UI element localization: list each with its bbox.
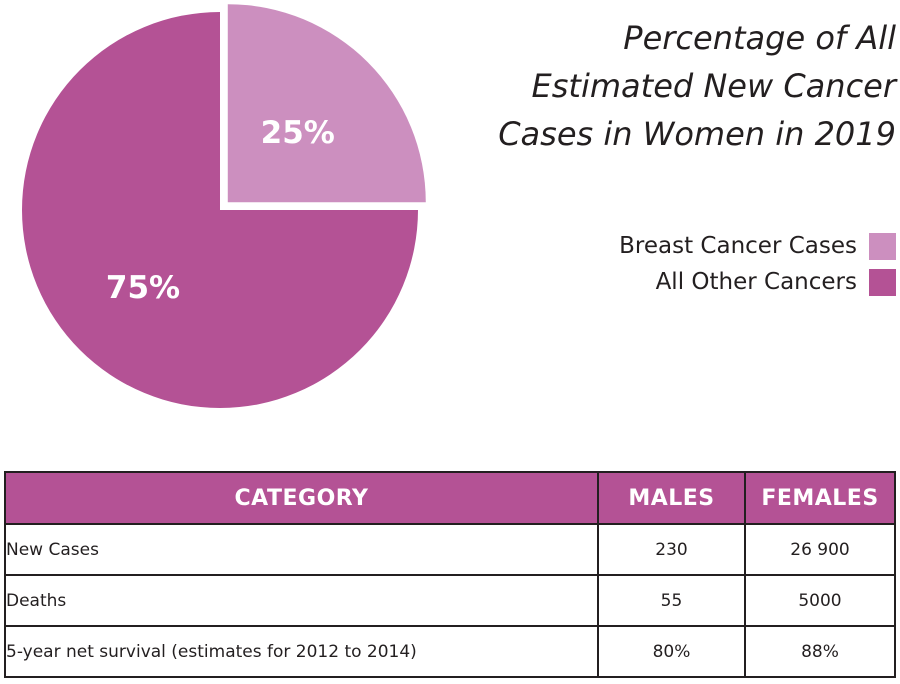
legend-item-breast-cancer: Breast Cancer Cases: [619, 228, 896, 264]
chart-legend: Breast Cancer Cases All Other Cancers: [619, 228, 896, 300]
chart-title: Percentage of All Estimated New Cancer C…: [476, 14, 896, 158]
table-cell-females: 5000: [744, 574, 896, 627]
chart-title-line-3: Cases in Women in 2019: [498, 115, 896, 153]
table-row: Deaths 55 5000: [4, 574, 896, 627]
table-row: New Cases 230 26 900: [4, 523, 896, 576]
legend-label-other-cancers: All Other Cancers: [655, 269, 857, 295]
cancer-statistics-table: CATEGORY MALES FEMALES New Cases 230 26 …: [4, 471, 896, 678]
table-cell-males: 230: [597, 523, 746, 576]
pie-label-other-cancers: 75%: [106, 270, 180, 306]
header-category: CATEGORY: [4, 471, 599, 525]
table-cell-category: Deaths: [4, 574, 599, 627]
pie-slice-breast-cancer: [227, 4, 426, 203]
legend-swatch-breast-cancer: [869, 232, 896, 260]
table-cell-females: 88%: [744, 625, 896, 678]
pie-slice-other-cancers: [22, 12, 418, 408]
chart-title-line-1: Percentage of All: [623, 19, 896, 57]
table-row: 5-year net survival (estimates for 2012 …: [4, 625, 896, 678]
table-cell-category: 5-year net survival (estimates for 2012 …: [4, 625, 599, 678]
header-males: MALES: [597, 471, 746, 525]
table-cell-category: New Cases: [4, 523, 599, 576]
table-cell-females: 26 900: [744, 523, 896, 576]
header-females: FEMALES: [744, 471, 896, 525]
table-header-row: CATEGORY MALES FEMALES: [4, 471, 896, 525]
legend-item-other-cancers: All Other Cancers: [619, 264, 896, 300]
table-cell-males: 55: [597, 574, 746, 627]
legend-label-breast-cancer: Breast Cancer Cases: [619, 233, 857, 259]
chart-title-line-2: Estimated New Cancer: [531, 67, 896, 105]
pie-chart: 25% 75%: [22, 4, 426, 408]
table-cell-males: 80%: [597, 625, 746, 678]
legend-swatch-other-cancers: [869, 268, 896, 296]
pie-label-breast-cancer: 25%: [261, 115, 335, 151]
